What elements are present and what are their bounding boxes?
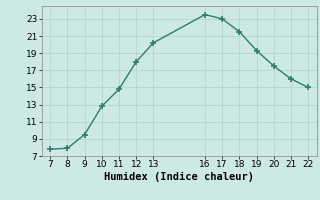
X-axis label: Humidex (Indice chaleur): Humidex (Indice chaleur) [104, 172, 254, 182]
